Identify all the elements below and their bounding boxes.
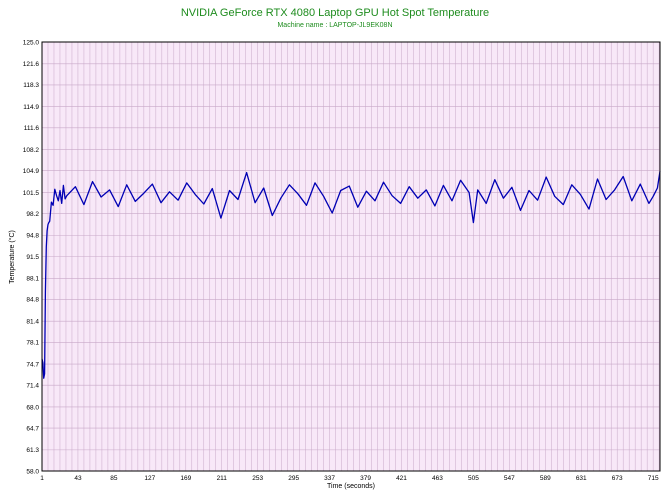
x-tick-label: 631 [576, 475, 587, 482]
x-tick-label: 211 [217, 475, 228, 482]
y-tick-label: 118.3 [23, 82, 39, 89]
y-tick-labels: 58.0 61.3 64.7 68.0 71.4 74.7 78.1 81.4 84.8 88.1… [23, 39, 40, 475]
y-tick-label: 84.8 [26, 297, 39, 304]
x-tick-label: 547 [504, 475, 515, 482]
y-tick-label: 68.0 [26, 404, 39, 411]
x-tick-label: 1 [40, 475, 44, 482]
y-tick-label: 81.4 [26, 318, 39, 325]
y-tick-label: 58.0 [26, 468, 39, 475]
x-tick-label: 169 [180, 475, 191, 482]
y-tick-label: 94.8 [26, 233, 39, 240]
x-tick-labels: 1 43 85 127 169 211 253 295 337 379 421 463 505 547 58… [40, 475, 659, 482]
x-tick-label: 337 [324, 475, 335, 482]
y-tick-label: 98.2 [26, 211, 39, 218]
x-tick-label: 253 [252, 475, 263, 482]
y-tick-label: 78.1 [26, 340, 39, 347]
x-tick-label: 85 [110, 475, 118, 482]
chart-subtitle: Machine name : LAPTOP-JL9EK08N [277, 22, 392, 29]
y-tick-label: 108.2 [23, 147, 40, 154]
y-tick-label: 125.0 [23, 39, 40, 46]
y-tick-label: 111.6 [24, 125, 40, 132]
y-tick-label: 104.9 [23, 168, 40, 175]
y-tick-label: 74.7 [26, 361, 39, 368]
x-tick-label: 505 [468, 475, 479, 482]
y-tick-label: 121.6 [23, 61, 40, 68]
grid-lines [42, 41, 660, 472]
y-tick-label: 114.9 [23, 104, 39, 111]
x-tick-label: 421 [396, 475, 407, 482]
y-tick-label: 88.1 [26, 276, 39, 283]
series-line-hot-spot-temperature [41, 171, 661, 379]
x-tick-label: 127 [144, 475, 155, 482]
x-tick-label: 715 [648, 475, 659, 482]
plot-frame [41, 41, 661, 472]
y-tick-label: 71.4 [26, 383, 39, 390]
x-tick-label: 295 [288, 475, 299, 482]
x-tick-label: 463 [432, 475, 443, 482]
y-tick-label: 91.5 [26, 254, 39, 261]
y-tick-label: 64.7 [26, 425, 39, 432]
chart-title: NVIDIA GeForce RTX 4080 Laptop GPU Hot S… [181, 7, 489, 19]
x-tick-label: 589 [540, 475, 551, 482]
x-axis-label: Time (seconds) [327, 483, 375, 490]
y-tick-label: 61.3 [26, 447, 39, 454]
y-tick-label: 101.5 [23, 190, 40, 197]
x-tick-label: 43 [74, 475, 82, 482]
y-axis-label: Temperature (°C) [8, 230, 16, 284]
x-tick-label: 379 [360, 475, 371, 482]
x-tick-label: 673 [612, 475, 623, 482]
